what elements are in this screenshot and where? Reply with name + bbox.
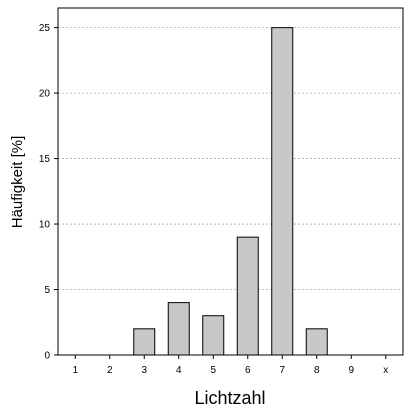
x-tick-label: 8 <box>314 365 320 376</box>
tick-labels: 0 5 10 15 20 25 1 2 3 4 5 6 7 8 9 x <box>39 23 388 376</box>
y-tick-label: 10 <box>39 220 51 231</box>
x-tick-label: 2 <box>107 365 113 376</box>
plot-frame <box>57 7 404 356</box>
y-tick-label: 15 <box>39 154 51 165</box>
y-tick-label: 25 <box>39 23 51 34</box>
y-axis-title: Häufigkeit [%] <box>9 136 26 229</box>
y-tick-label: 0 <box>44 351 50 362</box>
y-tick-label: 5 <box>44 285 50 296</box>
x-tick-label: 7 <box>279 365 285 376</box>
x-tick-label: 4 <box>176 365 182 376</box>
bars <box>133 27 328 356</box>
x-tick-label: 1 <box>72 365 78 376</box>
bar-8 <box>305 328 328 356</box>
x-axis-title: Lichtzahl <box>194 388 265 408</box>
bar-6 <box>236 236 259 356</box>
ticks <box>54 27 387 359</box>
x-tick-label: 6 <box>245 365 251 376</box>
x-tick-label: x <box>383 365 388 376</box>
x-tick-label: 3 <box>141 365 147 376</box>
gridlines <box>58 27 403 290</box>
x-tick-label: 5 <box>210 365 216 376</box>
bar-5 <box>202 315 225 356</box>
y-tick-label: 20 <box>39 89 51 100</box>
x-tick-label: 9 <box>348 365 354 376</box>
bar-7 <box>271 27 294 356</box>
bar-3 <box>133 328 156 356</box>
bar-4 <box>167 302 190 356</box>
